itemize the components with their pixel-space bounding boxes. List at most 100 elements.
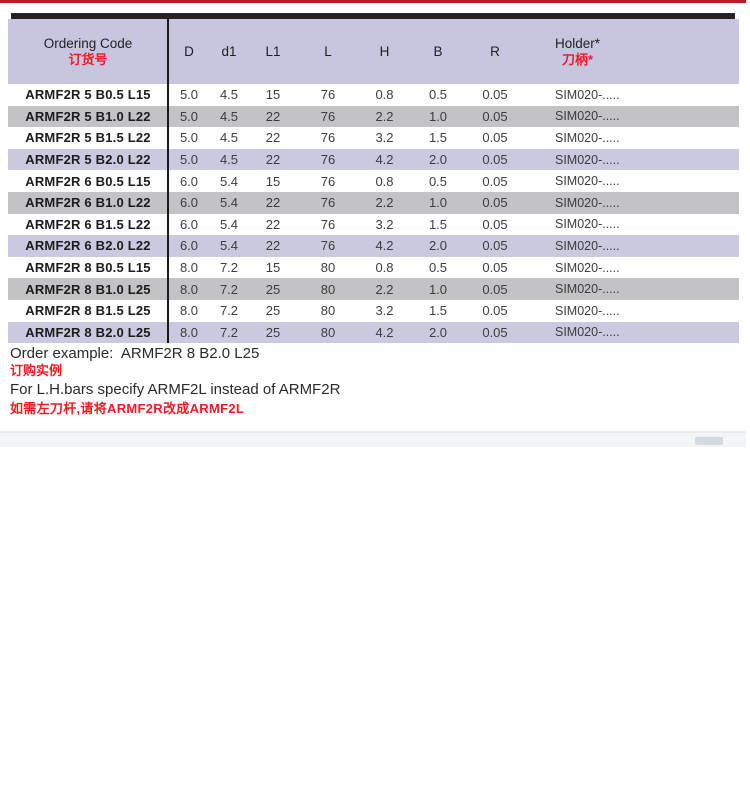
holder-cell: SIM020-..... [555,325,620,340]
ordering-code-cell: ARMF2R 6 B0.5 L15 [25,173,151,189]
holder-cell: SIM020-..... [555,217,620,232]
holder-cell: SIM020-..... [555,87,620,102]
h-cell: 0.8 [375,173,394,189]
h-cell: 2.2 [375,195,394,211]
d-cell: 5.0 [179,152,199,168]
header-holder-block: Holder* 刀柄* [555,35,600,68]
order-example-text: Order example: ARMF2R 8 B2.0 L25 [10,345,260,362]
holder-cell: SIM020-..... [555,195,620,210]
ordering-code-cell: ARMF2R 5 B0.5 L15 [25,87,151,103]
l-cell: 80 [320,324,336,340]
d-cell: 6.0 [179,238,199,254]
l-cell: 80 [320,260,336,276]
holder-cell: SIM020-..... [555,152,620,167]
top-accent-line [0,0,746,3]
l1-cell: 22 [265,238,281,254]
l-cell: 76 [320,238,336,254]
d1-cell: 5.4 [219,216,239,232]
table-row: ARMF2R 6 B2.0 L22 6.0 5.4 22 76 4.2 2.0 … [8,235,739,257]
h-cell: 4.2 [375,152,394,168]
ordering-code-cell: ARMF2R 5 B2.0 L22 [25,152,151,168]
header-col-holder: Holder* 刀柄* [525,35,739,69]
holder-cell: SIM020-..... [555,130,620,145]
scrollbar-thumb[interactable] [695,437,723,445]
l1-cell: 25 [265,303,281,319]
header-col-d1: d1 [221,44,237,59]
h-cell: 4.2 [375,238,394,254]
l-cell: 76 [320,87,336,103]
table-row: ARMF2R 5 B2.0 L22 5.0 4.5 22 76 4.2 2.0 … [8,148,739,171]
d-cell: 8.0 [179,281,199,297]
l1-cell: 15 [265,173,281,189]
table-row: ARMF2R 6 B0.5 L15 6.0 5.4 15 76 0.8 0.5 … [8,170,739,192]
l-cell: 76 [320,130,336,146]
table-top-bar [11,13,735,19]
l-cell: 80 [320,303,336,319]
d1-cell: 5.4 [219,238,239,254]
d-cell: 6.0 [179,195,199,211]
r-cell: 0.05 [482,195,508,211]
l1-cell: 22 [265,195,281,211]
b-cell: 2.0 [428,152,448,168]
header-holder-label: Holder* [555,35,601,51]
order-example-text-cn: 订购实例 [10,363,63,378]
table-header-row: Ordering Code 订货号 D d1 L1 L H B R Holder… [8,19,739,84]
header-ordering-code-label: Ordering Code [43,35,133,51]
l-cell: 80 [320,281,336,297]
table-vertical-divider [167,19,169,344]
table-row: ARMF2R 5 B1.5 L22 5.0 4.5 22 76 3.2 1.5 … [8,127,739,149]
product-table: Ordering Code 订货号 D d1 L1 L H B R Holder… [8,13,739,344]
r-cell: 0.05 [482,130,508,146]
table-body: ARMF2R 5 B0.5 L15 5.0 4.5 15 76 0.8 0.5 … [8,84,739,344]
table-row: ARMF2R 8 B0.5 L15 8.0 7.2 15 80 0.8 0.5 … [8,256,739,279]
r-cell: 0.05 [482,216,508,232]
l1-cell: 15 [265,87,281,103]
header-col-d: D [184,44,194,59]
d1-cell: 4.5 [219,87,239,103]
h-cell: 3.2 [375,216,394,232]
h-cell: 2.2 [375,108,394,124]
ordering-code-cell: ARMF2R 5 B1.5 L22 [25,130,151,146]
d1-cell: 4.5 [219,108,239,124]
d-cell: 6.0 [179,173,199,189]
horizontal-scrollbar[interactable] [0,431,746,447]
holder-cell: SIM020-..... [555,260,620,275]
d1-cell: 4.5 [219,152,239,168]
l1-cell: 22 [265,216,281,232]
ordering-code-cell: ARMF2R 6 B1.5 L22 [25,216,151,232]
b-cell: 1.5 [428,130,448,146]
l-cell: 76 [320,216,336,232]
table-row: ARMF2R 6 B1.5 L22 6.0 5.4 22 76 3.2 1.5 … [8,213,739,236]
header-ordering-code: Ordering Code 订货号 [8,35,168,69]
r-cell: 0.05 [482,173,508,189]
l-cell: 76 [320,173,336,189]
b-cell: 0.5 [428,260,448,276]
d-cell: 8.0 [179,303,199,319]
l1-cell: 22 [265,152,281,168]
l1-cell: 15 [265,260,281,276]
b-cell: 0.5 [428,87,448,103]
d-cell: 8.0 [179,260,199,276]
l1-cell: 22 [265,130,281,146]
ordering-code-cell: ARMF2R 5 B1.0 L22 [25,108,151,124]
r-cell: 0.05 [482,281,508,297]
d1-cell: 7.2 [219,281,239,297]
b-cell: 1.5 [428,303,448,319]
l1-cell: 25 [265,281,281,297]
header-ordering-code-block: Ordering Code 订货号 [44,35,133,68]
ordering-code-cell: ARMF2R 8 B1.5 L25 [25,303,151,319]
ordering-code-cell: ARMF2R 8 B1.0 L25 [25,281,151,297]
r-cell: 0.05 [482,108,508,124]
d1-cell: 5.4 [219,173,239,189]
h-cell: 3.2 [375,303,394,319]
r-cell: 0.05 [482,324,508,340]
l-cell: 76 [320,152,336,168]
d-cell: 5.0 [179,130,199,146]
holder-cell: SIM020-..... [555,282,620,297]
header-col-h: H [379,44,390,59]
lh-bars-note-cn: 如需左刀杆,请将ARMF2R改成ARMF2L [10,401,245,416]
ordering-code-cell: ARMF2R 6 B2.0 L22 [25,238,151,254]
h-cell: 2.2 [375,281,394,297]
l-cell: 76 [320,195,336,211]
